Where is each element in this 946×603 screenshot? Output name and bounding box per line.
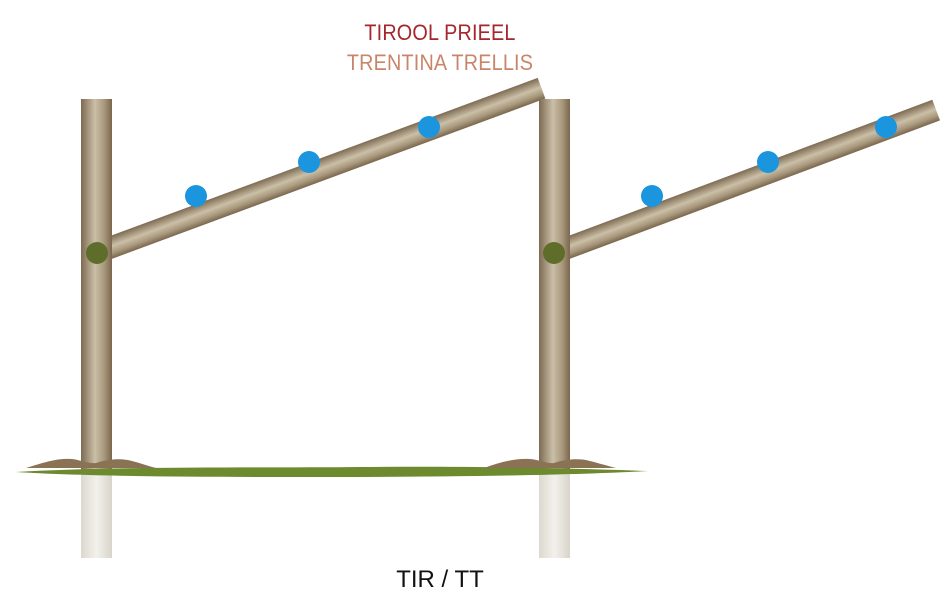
title-primary: TIROOL PRIEEL xyxy=(364,20,516,45)
title-secondary: TRENTINA TRELLIS xyxy=(346,50,534,75)
wire-marker xyxy=(641,185,663,207)
diagram-caption: TIR / TT xyxy=(396,566,484,593)
wire-marker xyxy=(757,151,779,173)
arm-left xyxy=(92,77,546,264)
wire-marker xyxy=(875,116,897,138)
joint-marker-left xyxy=(86,242,108,264)
arm-right xyxy=(550,99,941,264)
soil-mound-right xyxy=(484,458,616,468)
ground-line xyxy=(16,466,648,477)
post-right-underground xyxy=(539,470,570,558)
wire-marker xyxy=(185,185,207,207)
wire-marker xyxy=(298,151,320,173)
post-right xyxy=(539,99,570,471)
post-left-underground xyxy=(81,470,112,558)
joint-marker-right xyxy=(543,242,565,264)
wire-marker xyxy=(418,116,440,138)
post-left xyxy=(81,99,112,471)
soil-mound-left xyxy=(26,458,156,468)
